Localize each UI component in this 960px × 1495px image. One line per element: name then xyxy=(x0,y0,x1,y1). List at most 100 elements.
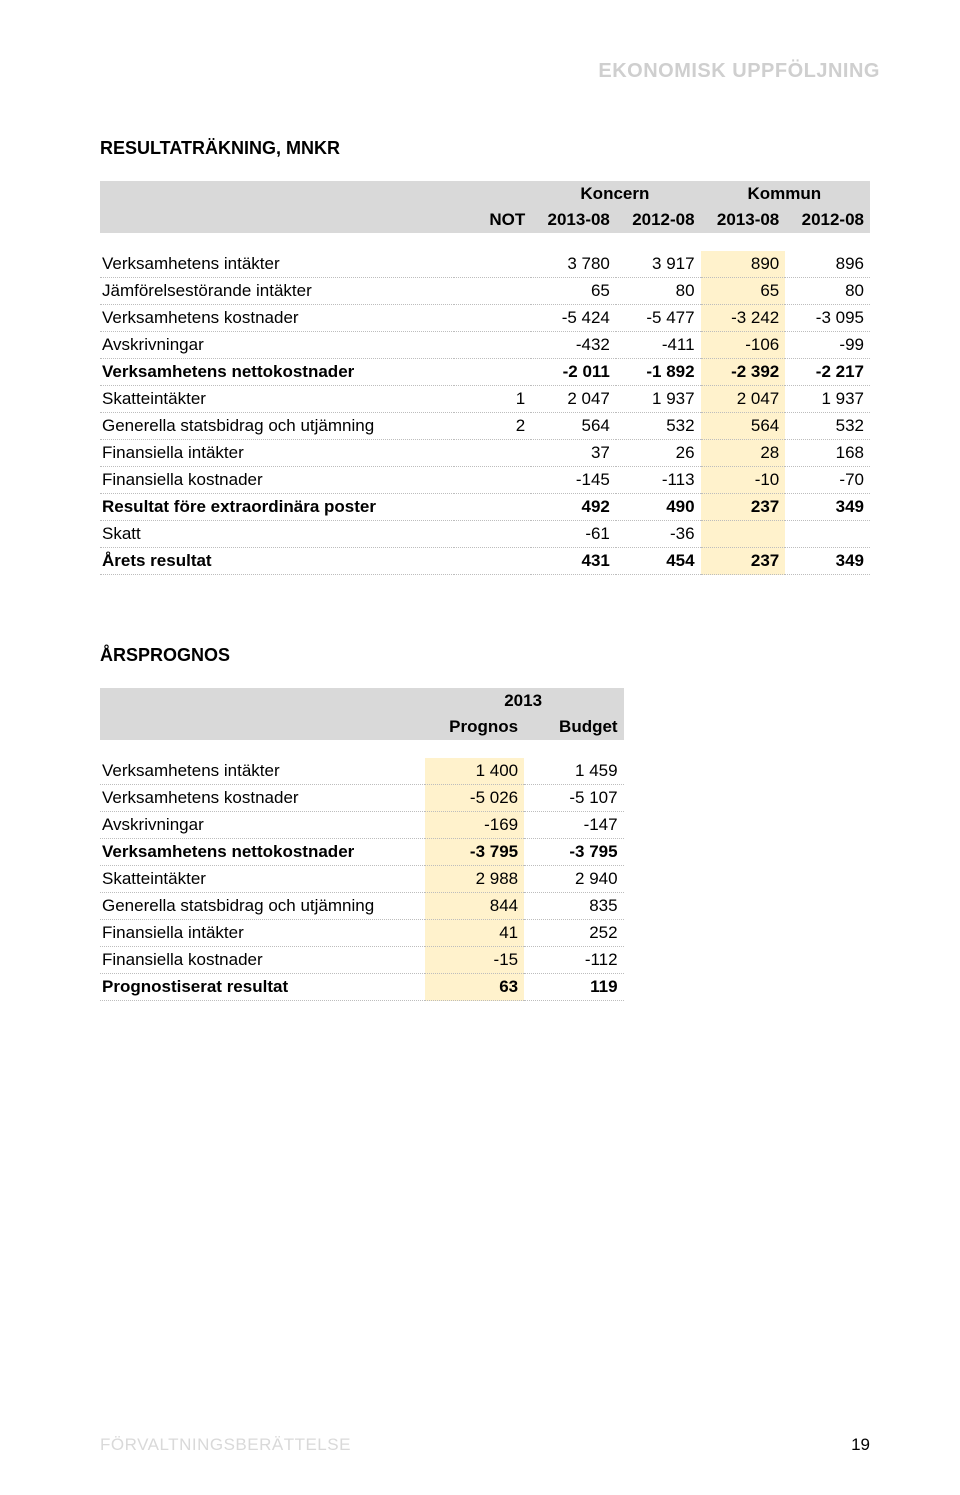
table-row: Resultat före extraordinära poster 492490… xyxy=(100,494,870,521)
row-label: Generella statsbidrag och utjämning xyxy=(100,413,454,440)
th-period: 2013-08 xyxy=(531,207,616,233)
row-value: 492 xyxy=(531,494,616,521)
row-label: Skatteintäkter xyxy=(100,866,425,893)
row-label: Finansiella kostnader xyxy=(100,947,425,974)
row-value: 835 xyxy=(524,893,623,920)
table-row: Verksamhetens intäkter1 4001 459 xyxy=(100,758,624,785)
table-row: Generella statsbidrag och utjämning84483… xyxy=(100,893,624,920)
th-budget: Budget xyxy=(524,714,623,740)
row-value: 168 xyxy=(785,440,870,467)
row-value: -2 392 xyxy=(701,359,786,386)
table-row: Verksamhetens intäkter3 7803 917890896 xyxy=(100,251,870,278)
row-label: Avskrivningar xyxy=(100,812,425,839)
table-row: Skatteintäkter12 0471 9372 0471 937 xyxy=(100,386,870,413)
table-row: Finansiella intäkter372628168 xyxy=(100,440,870,467)
row-value: -61 xyxy=(531,521,616,548)
table-arsprognos: 2013 Prognos Budget Verksamhetens intäkt… xyxy=(100,688,624,1001)
row-not xyxy=(454,521,531,548)
th-prognos: Prognos xyxy=(425,714,524,740)
row-value: 564 xyxy=(531,413,616,440)
table-row: Verksamhetens kostnader-5 026-5 107 xyxy=(100,785,624,812)
row-value: 3 917 xyxy=(616,251,701,278)
th-period: 2012-08 xyxy=(616,207,701,233)
th-empty xyxy=(100,688,425,714)
th-not: NOT xyxy=(454,207,531,233)
row-label: Resultat före extraordinära poster xyxy=(100,494,454,521)
table-row: Prognostiserat resultat63119 xyxy=(100,974,624,1001)
row-value: 65 xyxy=(701,278,786,305)
table-row: Finansiella kostnader-15-112 xyxy=(100,947,624,974)
row-value: -2 217 xyxy=(785,359,870,386)
row-value: 2 988 xyxy=(425,866,524,893)
row-not xyxy=(454,278,531,305)
th-period: 2012-08 xyxy=(785,207,870,233)
table2-super-header-row: 2013 xyxy=(100,688,624,714)
footer-label: FÖRVALTNINGSBERÄTTELSE xyxy=(100,1435,351,1455)
row-label: Avskrivningar xyxy=(100,332,454,359)
row-label: Verksamhetens intäkter xyxy=(100,251,454,278)
row-value: -411 xyxy=(616,332,701,359)
row-not xyxy=(454,251,531,278)
row-value: -3 795 xyxy=(425,839,524,866)
table-row: Finansiella kostnader-145-113-10-70 xyxy=(100,467,870,494)
row-value: 490 xyxy=(616,494,701,521)
row-value: -5 107 xyxy=(524,785,623,812)
row-value: -15 xyxy=(425,947,524,974)
table-row: Finansiella intäkter41252 xyxy=(100,920,624,947)
row-value: 2 047 xyxy=(531,386,616,413)
table2-header-row: Prognos Budget xyxy=(100,714,624,740)
row-value: -99 xyxy=(785,332,870,359)
row-label: Finansiella intäkter xyxy=(100,440,454,467)
row-value: 28 xyxy=(701,440,786,467)
row-value: 454 xyxy=(616,548,701,575)
th-period: 2013-08 xyxy=(701,207,786,233)
row-label: Verksamhetens kostnader xyxy=(100,305,454,332)
row-label: Årets resultat xyxy=(100,548,454,575)
row-value: -112 xyxy=(524,947,623,974)
row-value: 532 xyxy=(785,413,870,440)
row-value: 237 xyxy=(701,548,786,575)
row-value: -113 xyxy=(616,467,701,494)
row-value: 1 459 xyxy=(524,758,623,785)
row-label: Verksamhetens nettokostnader xyxy=(100,839,425,866)
section2-title: ÅRSPROGNOS xyxy=(100,645,870,666)
row-not xyxy=(454,359,531,386)
row-value: -106 xyxy=(701,332,786,359)
th-empty xyxy=(100,714,425,740)
table-row: Jämförelsestörande intäkter65806580 xyxy=(100,278,870,305)
row-value: 119 xyxy=(524,974,623,1001)
row-value: -432 xyxy=(531,332,616,359)
row-value: -3 095 xyxy=(785,305,870,332)
row-value: 2 047 xyxy=(701,386,786,413)
row-value: -2 011 xyxy=(531,359,616,386)
row-value: 26 xyxy=(616,440,701,467)
row-value: 2 940 xyxy=(524,866,623,893)
row-value: -10 xyxy=(701,467,786,494)
row-not xyxy=(454,305,531,332)
row-not xyxy=(454,440,531,467)
section-resultatrakning: RESULTATRÄKNING, MNKR Koncern Kommun NOT… xyxy=(100,138,870,575)
row-value: 237 xyxy=(701,494,786,521)
row-label: Generella statsbidrag och utjämning xyxy=(100,893,425,920)
row-value: -5 026 xyxy=(425,785,524,812)
row-value: 252 xyxy=(524,920,623,947)
row-value: 3 780 xyxy=(531,251,616,278)
row-label: Prognostiserat resultat xyxy=(100,974,425,1001)
row-value: -169 xyxy=(425,812,524,839)
row-label: Verksamhetens intäkter xyxy=(100,758,425,785)
row-label: Finansiella intäkter xyxy=(100,920,425,947)
row-value: 564 xyxy=(701,413,786,440)
table1-super-header-row: Koncern Kommun xyxy=(100,181,870,207)
row-not xyxy=(454,548,531,575)
th-koncern: Koncern xyxy=(531,181,700,207)
row-value xyxy=(785,521,870,548)
row-not xyxy=(454,467,531,494)
row-value: 1 937 xyxy=(616,386,701,413)
row-value: 349 xyxy=(785,548,870,575)
row-label: Verksamhetens nettokostnader xyxy=(100,359,454,386)
row-not: 1 xyxy=(454,386,531,413)
row-value: 431 xyxy=(531,548,616,575)
row-value: 1 400 xyxy=(425,758,524,785)
row-label: Finansiella kostnader xyxy=(100,467,454,494)
section1-title: RESULTATRÄKNING, MNKR xyxy=(100,138,870,159)
